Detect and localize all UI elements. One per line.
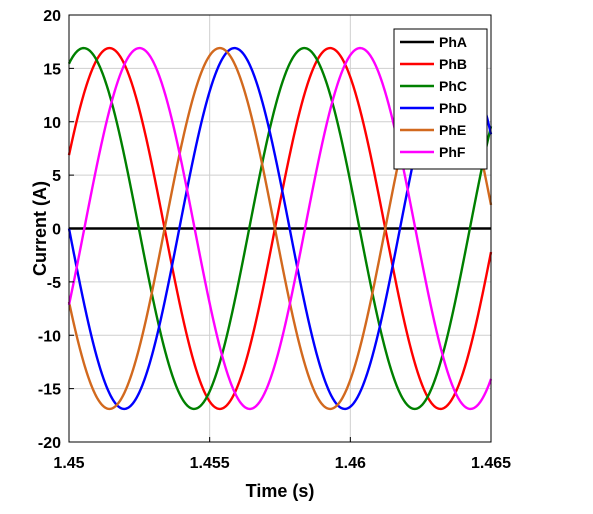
series-line-phb (67, 46, 493, 411)
series-lines (67, 46, 493, 411)
legend-label-phb: PhB (439, 56, 467, 72)
legend-box (393, 28, 488, 170)
legend-label-pha: PhA (439, 34, 467, 50)
y-tick-label: -10 (38, 328, 61, 345)
y-tick-label: -5 (47, 275, 61, 292)
y-axis-label: Current (A) (30, 181, 50, 276)
y-axis-ticks: -20 -15 -10 -5 0 5 10 15 20 (38, 8, 74, 452)
x-tick-label: 1.455 (190, 455, 230, 472)
y-tick-label: 10 (43, 115, 61, 132)
x-tick-label: 1.465 (471, 455, 511, 472)
legend-label-phe: PhE (439, 122, 466, 138)
legend-label-phf: PhF (439, 144, 466, 160)
series-line-phf (67, 46, 493, 411)
legend: PhA PhB PhC PhD PhE PhF (393, 28, 488, 170)
x-tick-label: 1.45 (53, 455, 84, 472)
legend-label-phc: PhC (439, 78, 467, 94)
y-tick-label: 15 (43, 61, 61, 78)
x-axis-label: Time (s) (246, 481, 315, 501)
y-tick-label: 5 (52, 168, 61, 185)
y-tick-label: 20 (43, 8, 61, 25)
series-line-phc (67, 46, 493, 411)
x-axis-ticks: 1.45 1.455 1.46 1.465 (53, 437, 511, 472)
y-tick-label: 0 (52, 222, 61, 239)
x-tick-label: 1.46 (335, 455, 366, 472)
y-tick-label: -15 (38, 382, 61, 399)
legend-label-phd: PhD (439, 100, 467, 116)
y-tick-label: -20 (38, 435, 61, 452)
